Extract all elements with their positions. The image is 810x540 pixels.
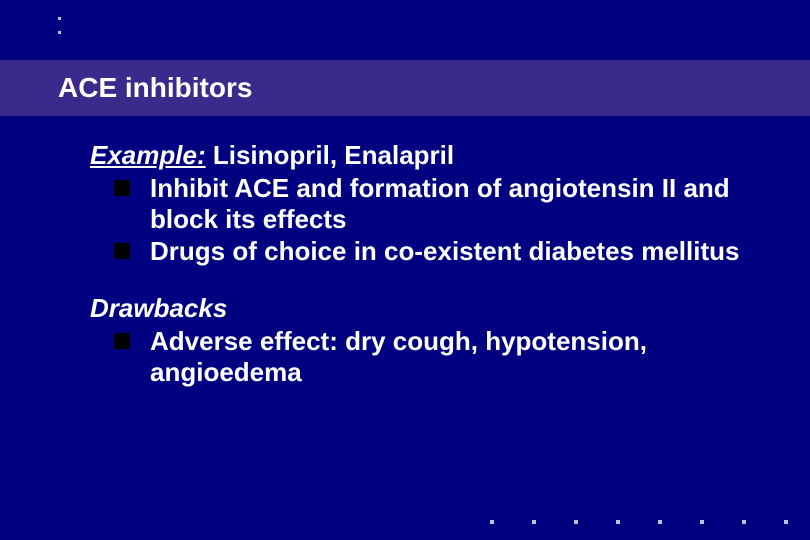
list-item: Drugs of choice in co-existent diabetes …	[108, 236, 750, 267]
slide-content: Example: Lisinopril, Enalapril Inhibit A…	[90, 140, 750, 413]
dot-icon	[700, 520, 704, 524]
dot-icon	[742, 520, 746, 524]
example-label: Example:	[90, 140, 206, 170]
main-bullet-list: Inhibit ACE and formation of angiotensin…	[108, 173, 750, 267]
list-item: Inhibit ACE and formation of angiotensin…	[108, 173, 750, 234]
dot-icon	[532, 520, 536, 524]
dot-icon	[784, 520, 788, 524]
dot-icon	[616, 520, 620, 524]
title-bar: ACE inhibitors	[0, 60, 810, 116]
decorative-top-dots	[58, 17, 61, 34]
bullet-text: Drugs of choice in co-existent diabetes …	[150, 236, 739, 266]
slide-title: ACE inhibitors	[58, 72, 252, 104]
dot-icon	[658, 520, 662, 524]
drawbacks-bullet-list: Adverse effect: dry cough, hypotension, …	[108, 326, 750, 387]
dot-icon	[574, 520, 578, 524]
list-item: Adverse effect: dry cough, hypotension, …	[108, 326, 750, 387]
dot-icon	[58, 31, 61, 34]
dot-icon	[490, 520, 494, 524]
decorative-bottom-dots	[490, 520, 788, 524]
bullet-text: Adverse effect: dry cough, hypotension, …	[150, 326, 647, 387]
drawbacks-heading: Drawbacks	[90, 293, 750, 324]
example-line: Example: Lisinopril, Enalapril	[90, 140, 750, 171]
bullet-text: Inhibit ACE and formation of angiotensin…	[150, 173, 730, 234]
example-text: Lisinopril, Enalapril	[206, 140, 455, 170]
dot-icon	[58, 17, 61, 20]
